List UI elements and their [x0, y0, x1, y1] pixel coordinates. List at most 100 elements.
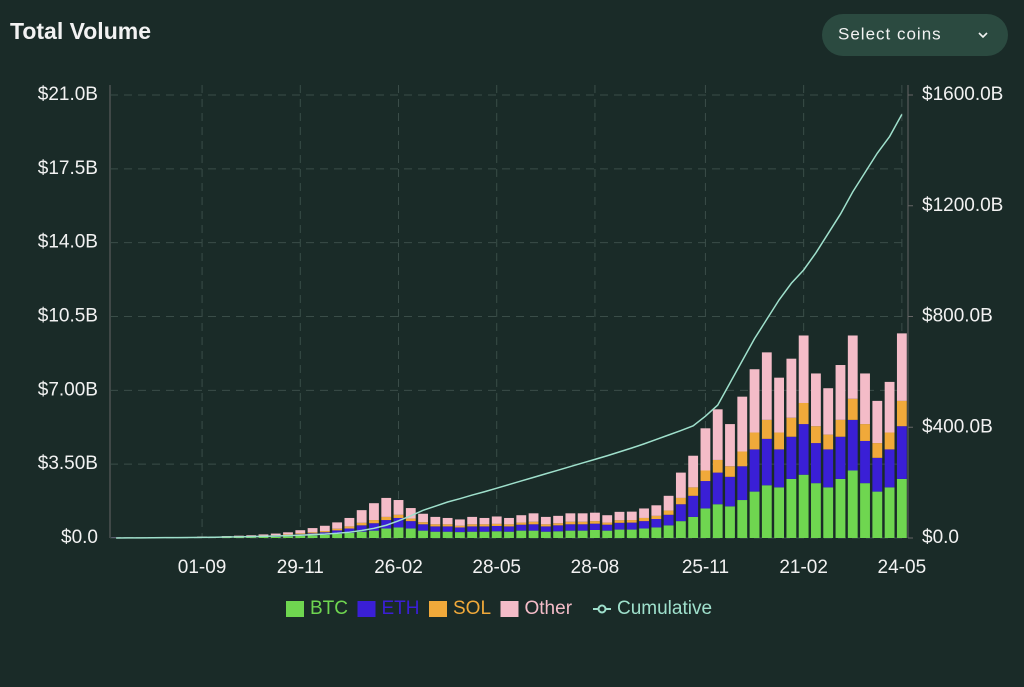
- bar-segment: [675, 472, 686, 498]
- bar-segment: [835, 478, 846, 538]
- bar-segment: [565, 530, 576, 538]
- select-coins-button[interactable]: [822, 14, 1008, 56]
- bar-segment: [516, 515, 527, 523]
- bar-segment: [811, 483, 821, 538]
- bar-segment: [626, 511, 637, 521]
- bar-segment: [823, 434, 834, 450]
- bar-segment: [356, 522, 367, 526]
- bar-segment: [479, 524, 490, 527]
- bar-segment: [786, 358, 797, 418]
- bar-segment: [688, 516, 699, 538]
- bar-segment: [749, 491, 760, 538]
- bar-segment: [381, 528, 392, 538]
- bar-segment: [639, 521, 649, 529]
- bar-segment: [491, 531, 502, 538]
- bar-segment: [528, 521, 539, 525]
- bar-segment: [602, 522, 613, 525]
- bar-segment: [540, 531, 551, 538]
- bar-segment: [860, 483, 870, 538]
- bar-segment: [712, 472, 723, 505]
- bar-segment: [504, 526, 514, 532]
- bar-segment: [344, 528, 355, 533]
- bar-segment: [540, 524, 551, 527]
- bar-segment: [761, 419, 772, 439]
- chart-title: Total Volume: [10, 18, 151, 44]
- bar-segment: [749, 449, 760, 492]
- bar-segment: [233, 535, 244, 537]
- bar-segment: [786, 417, 797, 437]
- bar-segment: [860, 440, 870, 484]
- bar-segment: [614, 522, 625, 530]
- bar-segment: [725, 466, 735, 477]
- bar-segment: [651, 527, 662, 538]
- bar-segment: [700, 428, 711, 471]
- bar-segment: [884, 381, 895, 433]
- bar-segment: [467, 516, 478, 525]
- bar-segment: [369, 520, 379, 524]
- bar-segment: [798, 335, 809, 403]
- bar-segment: [786, 478, 797, 538]
- y-tick-label: $17.5B: [38, 158, 98, 179]
- bar-segment: [319, 531, 330, 533]
- x-tick-label: 28-05: [472, 557, 521, 578]
- bar-segment: [369, 530, 379, 538]
- bar-segment: [393, 517, 404, 528]
- legend-swatch: [500, 601, 519, 617]
- bar-segment: [688, 495, 699, 517]
- bar-segment: [565, 513, 576, 522]
- bar-segment: [344, 517, 355, 527]
- bar-segment: [626, 522, 637, 530]
- bar-segment: [872, 457, 883, 492]
- bar-segment: [418, 522, 428, 525]
- bar-segment: [761, 352, 772, 420]
- bar-segment: [393, 514, 404, 518]
- bar-segment: [847, 335, 858, 399]
- bar-segment: [651, 505, 662, 516]
- bar-segment: [675, 497, 686, 505]
- bar-segment: [737, 500, 748, 538]
- bar-segment: [270, 536, 281, 538]
- bar-segment: [553, 525, 564, 532]
- bar-segment: [233, 537, 244, 538]
- bar-segment: [319, 534, 330, 538]
- bar-segment: [442, 531, 453, 538]
- bar-segment: [749, 369, 760, 433]
- bar-segment: [504, 517, 514, 525]
- x-tick-label: 24-05: [878, 557, 927, 578]
- bar-segment: [577, 513, 588, 522]
- bar-segment: [786, 436, 797, 479]
- y2-tick-label: $1200.0B: [922, 195, 1003, 216]
- bar-segment: [270, 533, 281, 536]
- bar-segment: [614, 529, 625, 538]
- bar-segment: [737, 396, 748, 452]
- bar-segment: [307, 532, 318, 534]
- bar-segment: [737, 451, 748, 467]
- bar-segment: [258, 536, 269, 538]
- bar-segment: [835, 419, 846, 437]
- bar-segment: [246, 535, 257, 537]
- bar-segment: [896, 333, 907, 401]
- bar-segment: [737, 466, 748, 501]
- bar-segment: [307, 528, 318, 533]
- bar-segment: [553, 515, 564, 524]
- bar-segment: [258, 534, 269, 536]
- legend-swatch: [357, 601, 376, 617]
- bar-segment: [675, 521, 686, 538]
- bar-segment: [356, 531, 367, 538]
- bar-segment: [504, 531, 514, 538]
- bar-segment: [540, 516, 551, 525]
- bar-segment: [651, 515, 662, 520]
- y-tick-label: $3.50B: [38, 453, 98, 474]
- bar-segment: [442, 526, 453, 532]
- bar-segment: [442, 524, 453, 527]
- bar-segment: [307, 535, 318, 538]
- bar-segment: [811, 426, 821, 444]
- bar-segment: [872, 491, 883, 538]
- bar-segment: [590, 529, 600, 538]
- bar-segment: [577, 530, 588, 538]
- bar-segment: [725, 506, 735, 538]
- legend-swatch: [597, 604, 607, 614]
- legend-swatch: [286, 601, 304, 617]
